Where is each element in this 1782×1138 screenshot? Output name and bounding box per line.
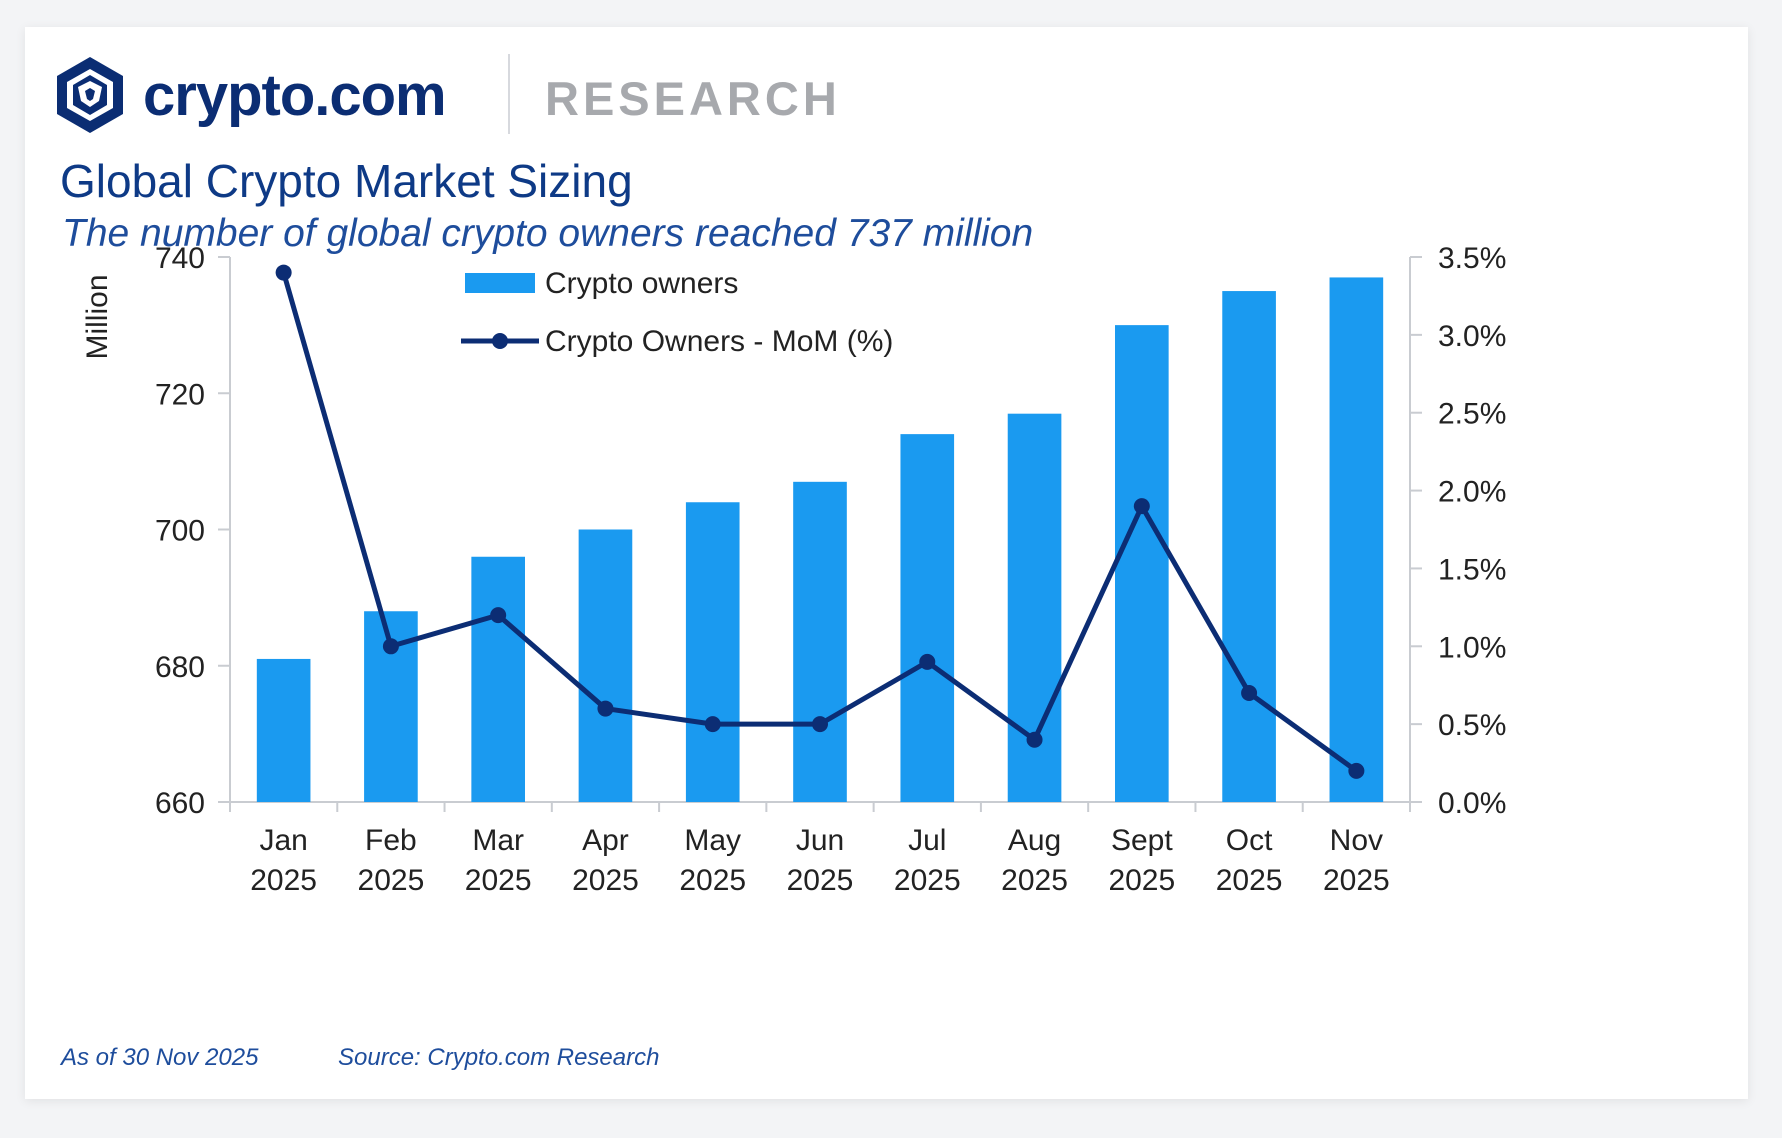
mom-point [490, 607, 507, 624]
mom-point [919, 653, 936, 670]
y-axis-label: Million [81, 274, 114, 359]
mom-point [704, 716, 721, 733]
y2-tick-label: 3.0% [1438, 320, 1506, 353]
y2-tick-label: 1.0% [1438, 631, 1506, 664]
y-tick-label: 680 [155, 651, 205, 684]
x-tick-label-year: 2025 [1323, 864, 1390, 897]
y-tick-label: 720 [155, 378, 205, 411]
mom-point [597, 700, 614, 717]
bar [1222, 291, 1276, 802]
x-tick-label-month: Mar [472, 824, 524, 857]
mom-point [1026, 731, 1043, 748]
chart-card: crypto.com RESEARCH Global Crypto Market… [25, 27, 1748, 1099]
section-label: RESEARCH [545, 72, 841, 125]
mom-point [1241, 685, 1258, 701]
x-tick-label-year: 2025 [1108, 864, 1175, 897]
y2-tick-label: 0.5% [1438, 709, 1506, 742]
y2-tick-label: 2.5% [1438, 398, 1506, 431]
brand-logo: crypto.com [55, 52, 447, 138]
x-tick-label-year: 2025 [1001, 864, 1068, 897]
mom-point [275, 264, 292, 281]
mom-point [382, 638, 399, 655]
x-tick-label-year: 2025 [572, 864, 639, 897]
x-tick-label-month: Feb [365, 824, 417, 857]
legend-bar-label: Crypto owners [545, 267, 738, 300]
x-tick-label-month: Apr [582, 824, 629, 857]
x-tick-label-year: 2025 [679, 864, 746, 897]
legend-line-marker [492, 333, 508, 349]
crypto-com-lion-icon [57, 57, 123, 133]
bar [578, 529, 633, 802]
x-tick-label-year: 2025 [250, 864, 317, 897]
chart-subtitle: The number of global crypto owners reach… [62, 212, 1034, 255]
x-tick-label-month: May [684, 824, 741, 857]
combo-chart: 660 680 700 720 740 0.0% 0.5% 1.0% 1.5% 2.0% 2.5% 3… [81, 242, 1506, 897]
brand-name: crypto.com [143, 62, 447, 128]
x-tick-label-month: Jun [796, 824, 844, 857]
x-tick-label-month: Jul [908, 824, 946, 857]
x-tick-label-year: 2025 [465, 864, 532, 897]
legend-bar-swatch [465, 273, 535, 293]
bar [1329, 277, 1384, 802]
bar [793, 481, 847, 802]
bar [900, 434, 955, 802]
x-tick-label-month: Nov [1330, 824, 1383, 857]
bar [685, 502, 740, 802]
x-tick-label-year: 2025 [1216, 864, 1283, 897]
header-divider [508, 54, 510, 134]
y2-tick-label: 1.5% [1438, 553, 1506, 586]
x-tick-label-month: Sept [1111, 824, 1173, 857]
x-tick-label-month: Aug [1008, 824, 1061, 857]
y-tick-label: 660 [155, 787, 205, 820]
x-tick-label-month: Jan [259, 824, 307, 857]
y2-tick-label: 2.0% [1438, 476, 1506, 509]
x-tick-label-year: 2025 [787, 864, 854, 897]
y2-tick-label: 0.0% [1438, 787, 1506, 820]
x-tick-label-year: 2025 [358, 864, 425, 897]
bar [471, 556, 525, 802]
legend-line-label: Crypto Owners - MoM (%) [545, 325, 893, 358]
chart-title: Global Crypto Market Sizing [60, 155, 633, 207]
x-tick-label-year: 2025 [894, 864, 961, 897]
mom-point [812, 716, 828, 733]
bar [256, 658, 311, 802]
y-tick-label: 740 [155, 242, 205, 275]
as-of-note: As of 30 Nov 2025 [61, 1044, 259, 1071]
mom-point [1348, 762, 1365, 779]
bar [1115, 325, 1169, 802]
mom-point [1133, 498, 1150, 515]
y2-tick-label: 3.5% [1438, 242, 1506, 275]
source-note: Source: Crypto.com Research [338, 1044, 660, 1071]
y-tick-label: 700 [155, 515, 205, 548]
x-tick-label-month: Oct [1226, 824, 1273, 857]
